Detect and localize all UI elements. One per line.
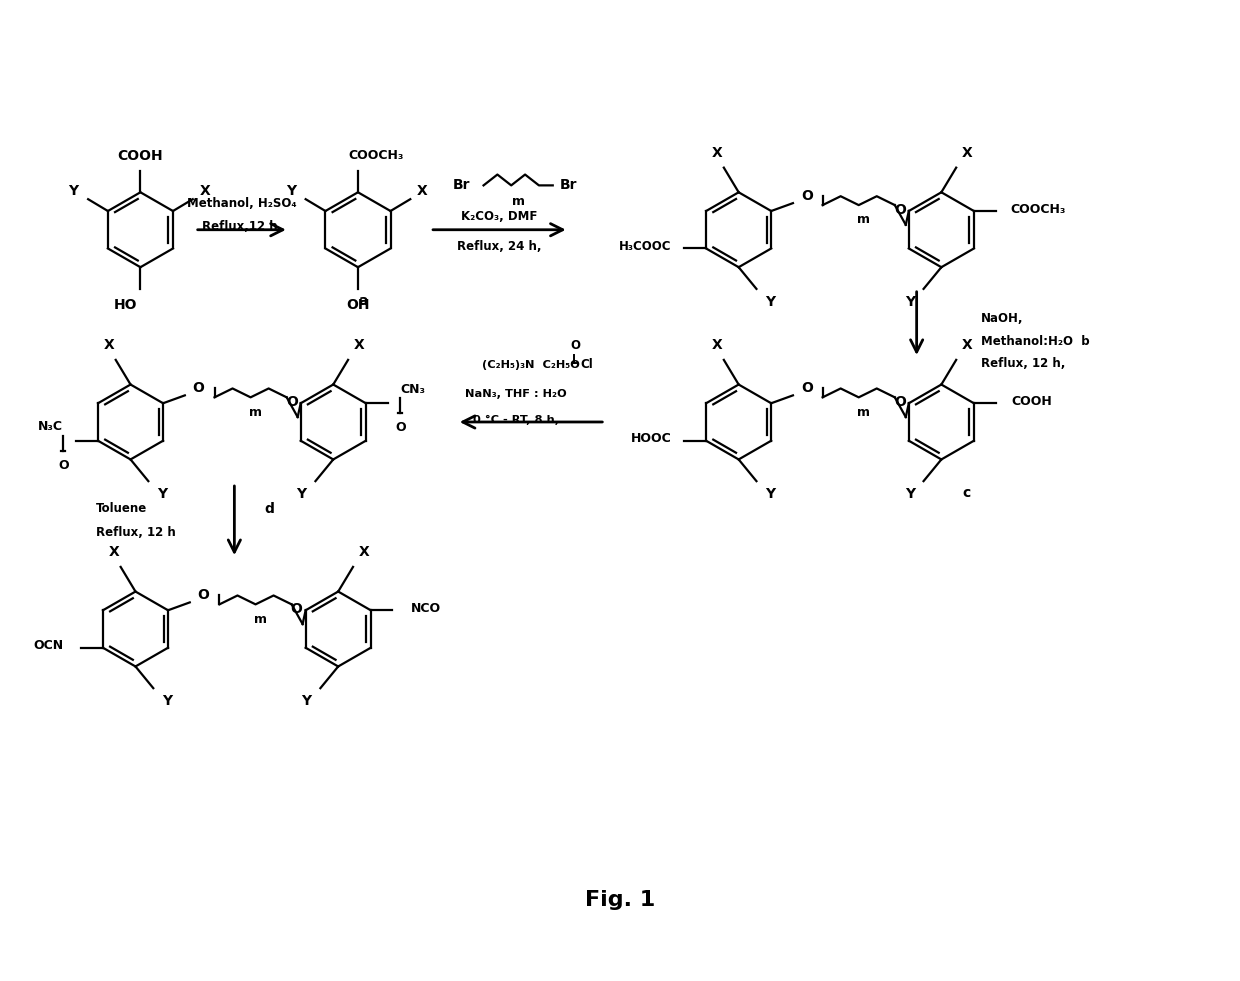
Text: Methanol, H₂SO₄: Methanol, H₂SO₄ bbox=[187, 196, 298, 210]
Text: X: X bbox=[417, 184, 428, 198]
Text: Br: Br bbox=[453, 179, 470, 192]
Text: OCN: OCN bbox=[33, 640, 63, 652]
Text: Reflux, 24 h,: Reflux, 24 h, bbox=[458, 240, 542, 253]
Text: O: O bbox=[285, 395, 298, 409]
Text: HO: HO bbox=[114, 297, 138, 312]
Text: X: X bbox=[712, 146, 722, 160]
Text: X: X bbox=[962, 146, 972, 160]
Text: Fig. 1: Fig. 1 bbox=[585, 890, 655, 910]
Text: m: m bbox=[249, 405, 262, 419]
Text: OH: OH bbox=[346, 297, 370, 312]
Text: m: m bbox=[254, 613, 267, 626]
Text: H₃COOC: H₃COOC bbox=[619, 240, 671, 253]
Text: Y: Y bbox=[905, 294, 915, 309]
Text: COOH: COOH bbox=[1011, 394, 1052, 408]
Text: d: d bbox=[264, 501, 274, 516]
Text: NCO: NCO bbox=[410, 601, 441, 615]
Text: 0 °C - RT, 8 h,: 0 °C - RT, 8 h, bbox=[474, 415, 559, 425]
Text: Y: Y bbox=[162, 694, 172, 708]
Text: Y: Y bbox=[157, 487, 167, 501]
Text: Reflux, 12 h,: Reflux, 12 h, bbox=[981, 357, 1065, 370]
Text: X: X bbox=[358, 545, 370, 559]
Text: NaN₃, THF : H₂O: NaN₃, THF : H₂O bbox=[465, 389, 567, 399]
Text: Y: Y bbox=[765, 487, 775, 501]
Text: Y: Y bbox=[285, 184, 296, 198]
Text: O: O bbox=[290, 602, 303, 616]
Text: Toluene: Toluene bbox=[95, 502, 148, 515]
Text: X: X bbox=[962, 338, 972, 352]
Text: CN₃: CN₃ bbox=[401, 383, 425, 396]
Text: HOOC: HOOC bbox=[631, 433, 672, 445]
Text: X: X bbox=[108, 545, 119, 559]
Text: O: O bbox=[894, 395, 905, 409]
Text: X: X bbox=[353, 338, 365, 352]
Text: K₂CO₃, DMF: K₂CO₃, DMF bbox=[461, 211, 538, 224]
Text: (C₂H₅)₃N  C₂H₅O: (C₂H₅)₃N C₂H₅O bbox=[482, 360, 580, 370]
Text: O: O bbox=[570, 338, 580, 351]
Text: X: X bbox=[103, 338, 114, 352]
Text: Y: Y bbox=[765, 294, 775, 309]
Text: m: m bbox=[512, 194, 525, 208]
Text: Reflux, 12 h: Reflux, 12 h bbox=[95, 526, 176, 539]
Text: m: m bbox=[857, 405, 870, 419]
Text: Br: Br bbox=[559, 179, 578, 192]
Text: Y: Y bbox=[68, 184, 78, 198]
Text: NaOH,: NaOH, bbox=[981, 312, 1023, 325]
Text: c: c bbox=[962, 486, 970, 500]
Text: N₃C: N₃C bbox=[38, 421, 63, 434]
Text: X: X bbox=[200, 184, 210, 198]
Text: Y: Y bbox=[301, 694, 311, 708]
Text: O: O bbox=[58, 459, 68, 472]
Text: m: m bbox=[857, 214, 870, 227]
Text: Cl: Cl bbox=[580, 358, 593, 371]
Text: Methanol:H₂O  b: Methanol:H₂O b bbox=[981, 335, 1090, 347]
Text: COOCH₃: COOCH₃ bbox=[348, 149, 403, 162]
Text: O: O bbox=[894, 203, 905, 217]
Text: COOCH₃: COOCH₃ bbox=[1011, 202, 1066, 216]
Text: O: O bbox=[197, 589, 210, 602]
Text: O: O bbox=[801, 382, 812, 395]
Text: Y: Y bbox=[296, 487, 306, 501]
Text: O: O bbox=[396, 422, 405, 435]
Text: O: O bbox=[801, 189, 812, 203]
Text: O: O bbox=[192, 382, 205, 395]
Text: COOH: COOH bbox=[118, 149, 164, 163]
Text: X: X bbox=[712, 338, 722, 352]
Text: Y: Y bbox=[905, 487, 915, 501]
Text: a: a bbox=[358, 293, 368, 308]
Text: Reflux,12 h,: Reflux,12 h, bbox=[202, 221, 283, 233]
